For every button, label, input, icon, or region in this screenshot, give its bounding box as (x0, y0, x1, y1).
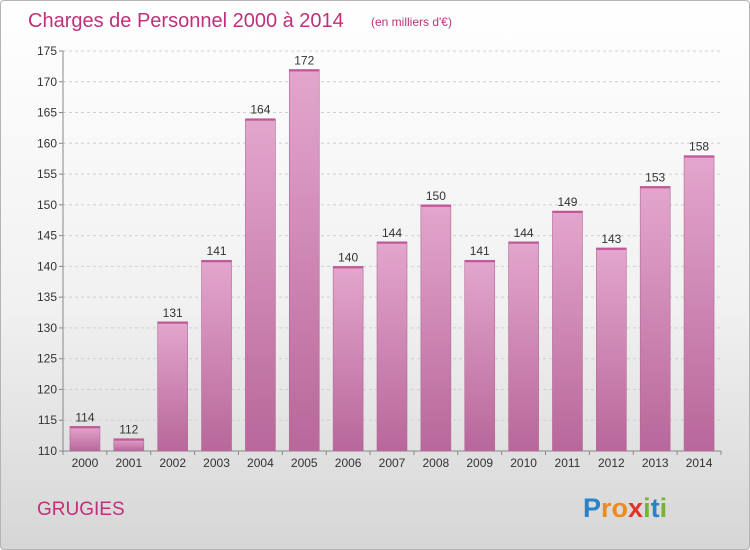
x-tick-label: 2010 (510, 456, 537, 470)
x-tick-label: 2002 (159, 456, 186, 470)
bar-top-edge (289, 69, 320, 72)
x-tick-label: 2009 (466, 456, 493, 470)
x-tick-label: 2012 (598, 456, 625, 470)
bar (69, 426, 101, 452)
logo-letter: r (601, 493, 612, 523)
bar (420, 204, 452, 452)
x-tick-label: 2006 (335, 456, 362, 470)
chart-subtitle: (en milliers d'€) (371, 15, 452, 29)
bar-value-label: 144 (382, 226, 402, 240)
y-tick-label: 135 (37, 290, 57, 304)
bar-top-edge (552, 211, 583, 213)
bar-value-label: 141 (207, 244, 227, 258)
bar-top-edge (113, 438, 144, 441)
x-tick-label: 2000 (72, 456, 99, 470)
logo-letter: o (612, 493, 629, 523)
x-tick-label: 2003 (203, 456, 230, 470)
y-tick-label: 145 (37, 229, 57, 243)
commune-name: GRUGIES (37, 499, 125, 520)
y-tick-label: 125 (37, 352, 57, 366)
bar (288, 69, 320, 452)
bar-top-edge (508, 241, 539, 244)
bar-top-edge (464, 260, 495, 263)
bar-top-edge (157, 321, 188, 324)
bar-value-label: 131 (163, 306, 183, 320)
bar (332, 266, 364, 452)
bar (683, 155, 715, 452)
bar-value-label: 149 (557, 195, 577, 209)
logo-letter: i (643, 493, 651, 523)
x-tick-label: 2005 (291, 456, 318, 470)
bar (639, 186, 671, 452)
bar (245, 118, 276, 452)
y-tick-label: 170 (37, 75, 57, 89)
bar-value-label: 172 (294, 53, 314, 67)
bars: 114 112 131 141 164 172 140 144 150 141 144 149 143 1… (69, 53, 715, 452)
bar-value-label: 164 (250, 103, 270, 117)
bar-top-edge (596, 247, 627, 250)
y-tick-label: 155 (37, 167, 57, 181)
bar (464, 259, 496, 452)
y-tick-label: 140 (37, 259, 57, 273)
bar-top-edge (377, 241, 407, 244)
y-tick-labels: 110 115 120 125 130 135 140 145 150 155 160 165 170 1… (37, 44, 63, 458)
logo-letter: P (583, 493, 601, 523)
chart-title: Charges de Personnel 2000 à 2014 (28, 10, 344, 32)
y-tick-label: 115 (38, 413, 57, 427)
y-tick-label: 110 (38, 444, 57, 458)
x-tick-label: 2008 (423, 456, 450, 470)
logo-letter: t (651, 493, 660, 523)
x-tick-label: 2013 (642, 456, 669, 470)
x-tick-label: 2001 (115, 456, 142, 470)
bar-value-label: 153 (645, 170, 665, 184)
bar (596, 247, 627, 452)
y-tick-label: 165 (37, 106, 57, 120)
bar-top-edge (640, 186, 671, 189)
bar-top-edge (684, 155, 715, 158)
y-tick-label: 175 (37, 44, 57, 58)
proxiti-logo: Proxiti (583, 493, 667, 523)
bar (201, 259, 232, 452)
y-tick-label: 150 (37, 198, 57, 212)
bar (376, 241, 408, 452)
x-tick-label: 2014 (686, 456, 713, 470)
bar-value-label: 141 (470, 244, 490, 258)
bar (508, 241, 539, 452)
y-tick-label: 130 (37, 321, 57, 335)
bar-top-edge (333, 266, 364, 269)
y-tick-label: 120 (37, 382, 57, 396)
y-tick-label: 160 (37, 136, 57, 150)
bar-value-label: 112 (119, 423, 138, 437)
x-tick-label: 2007 (379, 456, 406, 470)
x-tick-labels: 2000 2001 2002 2003 2004 2005 2006 2007 2008 2009… (62, 451, 722, 470)
bar-top-edge (201, 260, 232, 263)
bar-top-edge (245, 118, 276, 121)
bar (157, 321, 188, 452)
logo-letter: x (628, 493, 643, 523)
bar-value-label: 150 (426, 189, 446, 203)
bar-value-label: 143 (601, 232, 621, 246)
bar-top-edge (420, 204, 451, 207)
x-tick-label: 2011 (555, 456, 581, 470)
bar-value-label: 144 (514, 226, 534, 240)
bar-top-edge (69, 426, 100, 429)
bar-value-label: 114 (75, 410, 94, 424)
logo-letter: i (660, 493, 668, 523)
x-tick-label: 2004 (247, 456, 274, 470)
bar-value-label: 158 (689, 140, 709, 154)
bar-value-label: 140 (338, 250, 358, 264)
bar (552, 210, 583, 452)
